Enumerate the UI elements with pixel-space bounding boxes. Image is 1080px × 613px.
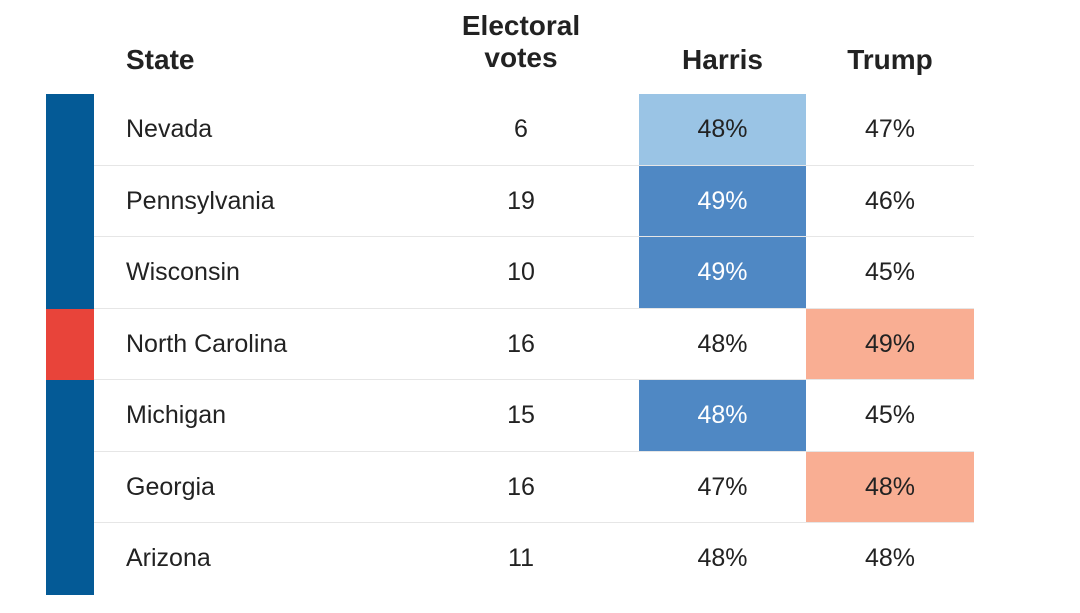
table-row: Georgia 16 47% 48% <box>46 451 974 523</box>
cell-electoral-votes: 16 <box>507 329 535 358</box>
header-electoral-votes: Electoral votes <box>446 10 596 74</box>
cell-electoral-votes: 10 <box>507 258 535 287</box>
cell-harris: 49% <box>639 165 806 237</box>
header-trump: Trump <box>847 44 933 75</box>
lean-stripe <box>46 94 94 166</box>
cell-state: Wisconsin <box>126 258 240 287</box>
header-electoral-votes-line1: Electoral <box>461 10 581 41</box>
cell-state: Georgia <box>126 472 215 501</box>
lean-stripe <box>46 237 94 309</box>
table-row: Arizona 11 48% 48% <box>46 523 974 595</box>
cell-electoral-votes: 19 <box>507 186 535 215</box>
cell-trump: 48% <box>806 451 974 523</box>
lean-stripe <box>46 523 94 595</box>
table-row: North Carolina 16 48% 49% <box>46 308 974 380</box>
cell-harris: 49% <box>639 237 806 309</box>
cell-state: Arizona <box>126 544 211 573</box>
header-state: State <box>126 44 195 75</box>
cell-electoral-votes: 16 <box>507 472 535 501</box>
header-electoral-votes-line2: votes <box>484 42 558 73</box>
cell-harris: 48% <box>639 308 806 380</box>
cell-electoral-votes: 11 <box>508 544 534 573</box>
table-row: Pennsylvania 19 49% 46% <box>46 165 974 237</box>
lean-stripe <box>46 451 94 523</box>
table-body: Nevada 6 48% 47% Pennsylvania 19 49% 46% Wiscons… <box>46 94 974 595</box>
cell-electoral-votes: 6 <box>514 115 528 144</box>
cell-state: North Carolina <box>126 329 288 358</box>
cell-harris: 48% <box>639 94 806 166</box>
cell-harris: 48% <box>639 523 806 595</box>
row-divider <box>94 379 974 380</box>
lean-stripe <box>46 380 94 452</box>
row-divider <box>94 522 974 523</box>
row-divider <box>94 307 974 309</box>
polling-table: State Electoral votes Harris Trump Nevad… <box>46 0 974 613</box>
cell-trump: 48% <box>806 523 974 595</box>
row-divider <box>94 236 974 237</box>
table-row: Wisconsin 10 49% 45% <box>46 237 974 309</box>
lean-stripe <box>46 308 94 380</box>
cell-trump: 47% <box>806 94 974 166</box>
table-row: Michigan 15 48% 45% <box>46 380 974 452</box>
lean-stripe <box>46 165 94 237</box>
row-divider <box>94 164 974 166</box>
cell-trump: 46% <box>806 165 974 237</box>
cell-harris: 48% <box>639 380 806 452</box>
cell-trump: 49% <box>806 308 974 380</box>
cell-state: Nevada <box>126 115 213 144</box>
cell-trump: 45% <box>806 237 974 309</box>
table-row: Nevada 6 48% 47% <box>46 94 974 166</box>
cell-state: Pennsylvania <box>126 186 275 215</box>
cell-trump: 45% <box>806 380 974 452</box>
header-harris: Harris <box>682 44 763 75</box>
cell-electoral-votes: 15 <box>507 401 535 430</box>
table-header: State Electoral votes Harris Trump <box>46 0 974 94</box>
cell-harris: 47% <box>639 451 806 523</box>
row-divider <box>94 450 974 452</box>
cell-state: Michigan <box>126 401 227 430</box>
